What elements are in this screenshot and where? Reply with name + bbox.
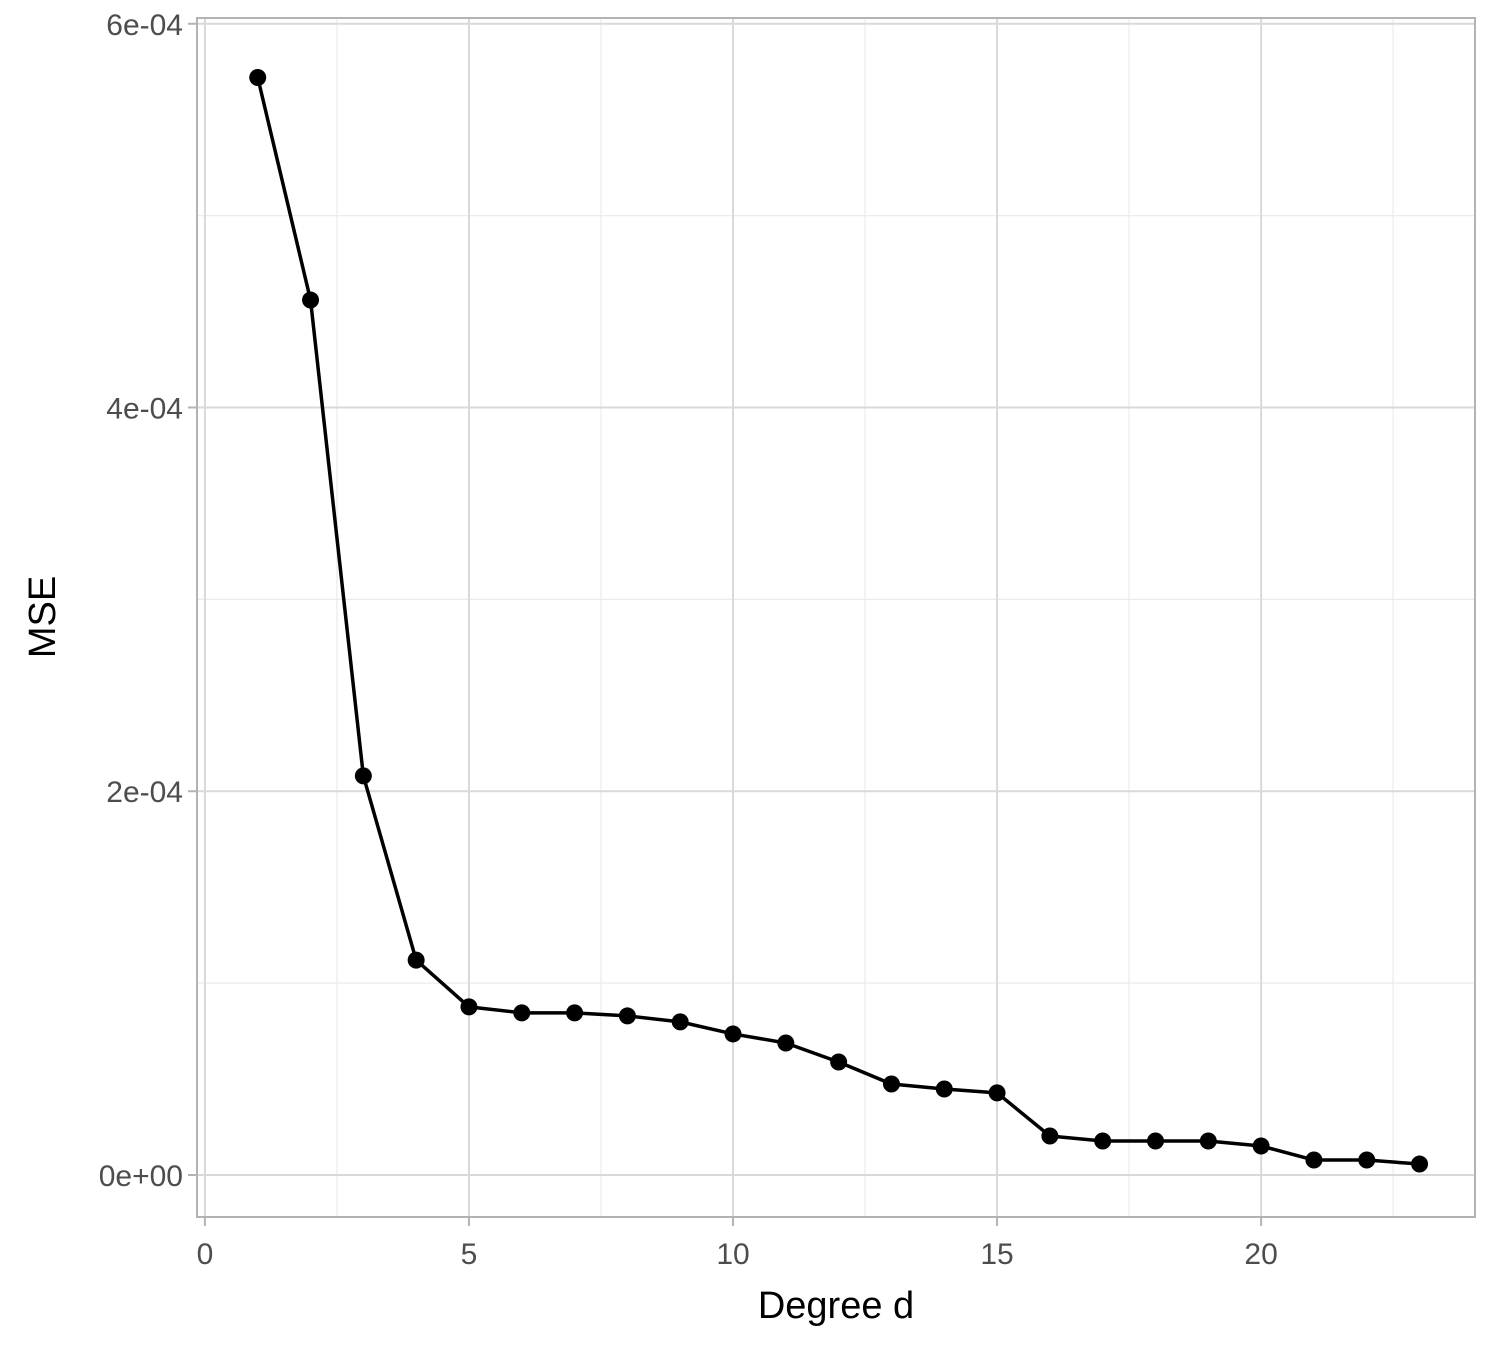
x-tick-label: 5 — [461, 1238, 478, 1271]
y-tick-label: 6e-04 — [106, 9, 183, 42]
data-point — [1305, 1151, 1323, 1169]
data-point — [882, 1075, 900, 1093]
x-axis-title: Degree d — [758, 1285, 914, 1327]
data-point — [988, 1084, 1006, 1102]
data-point — [671, 1013, 689, 1031]
y-tick-label: 2e-04 — [106, 776, 183, 809]
y-axis-title: MSE — [22, 576, 64, 658]
data-point — [777, 1034, 795, 1052]
data-point — [354, 767, 372, 785]
y-tick-label: 0e+00 — [99, 1160, 183, 1193]
ticks: 0 5 10 15 20 0e+00 2e-04 4e-04 6e-04 — [99, 9, 1278, 1271]
data-point — [460, 998, 478, 1016]
series-mse — [249, 68, 1429, 1173]
data-point — [249, 68, 267, 86]
grid — [197, 18, 1475, 1217]
data-point — [1041, 1127, 1059, 1145]
x-tick-label: 20 — [1244, 1238, 1277, 1271]
x-tick-label: 10 — [716, 1238, 749, 1271]
data-point — [935, 1080, 953, 1098]
data-point — [1358, 1151, 1376, 1169]
panel-border — [196, 17, 1476, 1218]
data-point — [830, 1053, 848, 1071]
data-point — [1147, 1132, 1164, 1150]
data-point — [1252, 1137, 1270, 1155]
data-point — [302, 291, 320, 309]
data-point — [1199, 1132, 1217, 1150]
data-point — [513, 1004, 531, 1022]
data-point — [618, 1007, 636, 1025]
data-point — [724, 1025, 742, 1043]
x-tick-label: 15 — [980, 1238, 1013, 1271]
y-tick-label: 4e-04 — [106, 392, 183, 425]
data-point — [407, 951, 425, 969]
series-line — [256, 77, 1420, 1166]
data-point — [1094, 1132, 1112, 1150]
data-point — [566, 1004, 584, 1022]
data-point — [1411, 1155, 1429, 1173]
x-tick-label: 0 — [197, 1238, 214, 1271]
